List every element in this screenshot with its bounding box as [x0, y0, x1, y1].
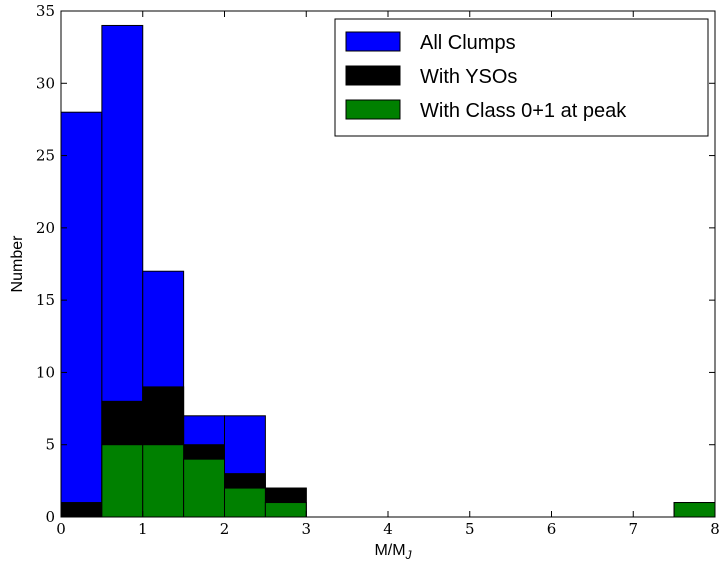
y-tick-label: 20 — [36, 219, 55, 237]
x-axis-label-main: M/M — [374, 542, 405, 559]
legend-label: All Clumps — [420, 32, 516, 54]
y-tick-label: 25 — [36, 147, 55, 165]
x-axis-label-subscript: J — [405, 548, 413, 562]
bar-series2-bin2 — [142, 444, 185, 518]
y-tick-label: 0 — [45, 508, 55, 526]
legend: All Clumps With YSOs With Class 0+1 at pea… — [334, 18, 709, 137]
x-tick-label: 2 — [220, 520, 230, 538]
legend-swatch — [345, 31, 401, 52]
x-tick-label: 7 — [628, 520, 638, 538]
legend-label: With YSOs — [420, 66, 517, 88]
y-tick-label: 35 — [36, 2, 55, 20]
x-tick-label: 8 — [710, 520, 719, 538]
x-tick-label: 5 — [465, 520, 475, 538]
bar-series2-bin5 — [264, 502, 307, 518]
bar-series0-bin0 — [60, 111, 103, 518]
bars-layer — [60, 24, 716, 518]
y-tick-label: 15 — [36, 291, 55, 309]
y-tick-label: 30 — [36, 74, 55, 92]
bar-series2-bin1 — [101, 444, 144, 518]
y-tick-label: 10 — [36, 363, 55, 381]
x-tick-label: 3 — [301, 520, 311, 538]
x-tick-label: 6 — [547, 520, 557, 538]
x-axis-label: M/MJ — [374, 542, 412, 562]
y-axis-label: Number — [9, 235, 26, 293]
y-tick-label: 5 — [45, 436, 55, 454]
bar-series2-bin4 — [224, 487, 266, 518]
bar-series2-bin3 — [183, 458, 225, 518]
x-tick-label: 1 — [138, 520, 148, 538]
legend-label: With Class 0+1 at peak — [420, 100, 627, 122]
legend-swatch — [345, 65, 401, 86]
legend-swatch — [345, 99, 401, 120]
bar-series2-bin15 — [673, 502, 716, 518]
ticks-layer: 0 1 2 3 4 5 6 7 8 0 5 10 15 20 25 30 35 — [36, 2, 719, 538]
x-tick-label: 0 — [56, 520, 66, 538]
bar-series1-bin0 — [60, 502, 103, 518]
x-tick-label: 4 — [383, 520, 393, 538]
